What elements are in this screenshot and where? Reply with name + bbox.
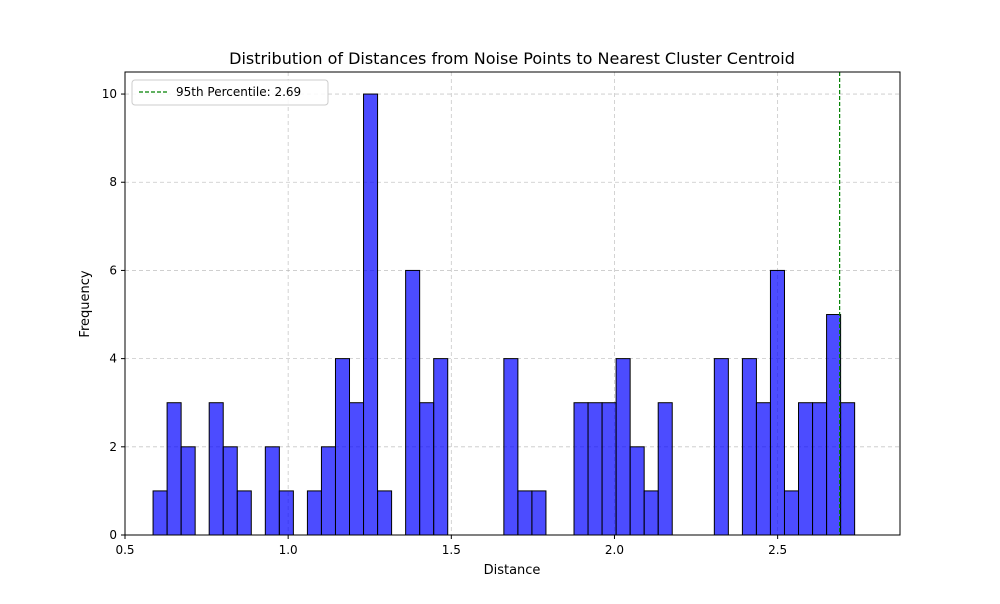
histogram-bar <box>601 402 617 536</box>
x-axis-label: Distance <box>484 563 541 578</box>
histogram-bar <box>377 490 393 536</box>
y-axis-label: Frequency <box>78 270 93 337</box>
y-tick-label: 0 <box>109 528 117 542</box>
histogram-bar <box>573 402 589 536</box>
histogram-bar <box>587 402 603 536</box>
histogram-bar <box>278 490 294 536</box>
x-tick-label: 0.5 <box>115 543 134 557</box>
histogram-bar <box>798 402 814 536</box>
histogram-bar <box>264 446 280 536</box>
histogram-bar <box>180 446 196 536</box>
legend: 95th Percentile: 2.69 <box>131 79 329 106</box>
histogram-bar <box>713 358 729 536</box>
histogram-bar <box>629 446 645 536</box>
x-axis-ticks: 0.5 1.0 1.5 2.0 2.5 <box>115 535 787 557</box>
histogram-bar <box>741 358 757 536</box>
y-tick-label: 2 <box>109 440 117 454</box>
histogram-bar <box>433 358 449 536</box>
histogram-bar <box>208 402 224 536</box>
histogram-bar <box>531 490 547 536</box>
histogram-bar <box>405 269 421 536</box>
histogram-bar <box>657 402 673 536</box>
y-tick-label: 8 <box>109 175 117 189</box>
histogram-bar <box>236 490 252 536</box>
histogram-bar <box>812 402 828 536</box>
plot-area-frame <box>124 71 901 536</box>
histogram-bar <box>152 490 168 536</box>
legend-label: 95th Percentile: 2.69 <box>176 85 301 99</box>
y-tick-label: 4 <box>109 352 117 366</box>
histogram-bar <box>503 358 519 536</box>
x-tick-label: 1.0 <box>279 543 298 557</box>
histogram-bar <box>643 490 659 536</box>
y-tick-label: 6 <box>109 263 117 277</box>
histogram-bar <box>320 446 336 536</box>
histogram-bars <box>152 93 856 536</box>
histogram-bar <box>755 402 771 536</box>
y-axis-ticks: 0 2 4 6 8 10 <box>102 87 125 542</box>
histogram-bar <box>419 402 435 536</box>
histogram-bar <box>349 402 365 536</box>
legend-box <box>131 79 329 106</box>
y-tick-label: 10 <box>102 87 117 101</box>
histogram-bar <box>517 490 533 536</box>
chart-title: Distribution of Distances from Noise Poi… <box>229 49 795 68</box>
histogram-bar <box>769 269 785 536</box>
histogram-bar <box>840 402 856 536</box>
x-tick-label: 1.5 <box>442 543 461 557</box>
histogram-bar <box>334 358 351 536</box>
histogram-bar <box>826 314 842 536</box>
x-tick-label: 2.0 <box>605 543 624 557</box>
histogram-bar <box>615 358 631 536</box>
histogram-bar <box>166 402 182 536</box>
histogram-bar <box>783 490 800 536</box>
x-tick-label: 2.5 <box>768 543 787 557</box>
histogram-bar <box>306 490 322 536</box>
histogram-bar <box>222 446 238 536</box>
histogram-bar <box>363 93 379 536</box>
